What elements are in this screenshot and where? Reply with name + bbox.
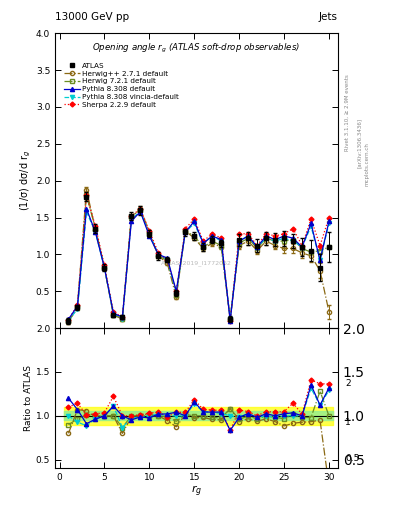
Text: ATLAS_2019_I1772062: ATLAS_2019_I1772062 bbox=[161, 261, 232, 266]
Y-axis label: (1/σ) dσ/d r$_g$: (1/σ) dσ/d r$_g$ bbox=[18, 150, 33, 211]
Text: 1: 1 bbox=[345, 418, 351, 427]
Text: [arXiv:1306.3436]: [arXiv:1306.3436] bbox=[357, 118, 362, 168]
Text: Rivet 3.1.10, ≥ 2.9M events: Rivet 3.1.10, ≥ 2.9M events bbox=[345, 74, 350, 151]
Text: Opening angle $r_g$ (ATLAS soft-drop observables): Opening angle $r_g$ (ATLAS soft-drop obs… bbox=[92, 42, 301, 55]
Text: 2: 2 bbox=[345, 379, 351, 389]
Y-axis label: Ratio to ATLAS: Ratio to ATLAS bbox=[24, 365, 33, 431]
Text: 0.5: 0.5 bbox=[345, 454, 360, 463]
Text: mcplots.cern.ch: mcplots.cern.ch bbox=[365, 142, 370, 186]
Text: Jets: Jets bbox=[319, 11, 338, 22]
Text: 13000 GeV pp: 13000 GeV pp bbox=[55, 11, 129, 22]
X-axis label: $r_g$: $r_g$ bbox=[191, 484, 202, 499]
Legend: ATLAS, Herwig++ 2.7.1 default, Herwig 7.2.1 default, Pythia 8.308 default, Pythi: ATLAS, Herwig++ 2.7.1 default, Herwig 7.… bbox=[61, 60, 182, 110]
